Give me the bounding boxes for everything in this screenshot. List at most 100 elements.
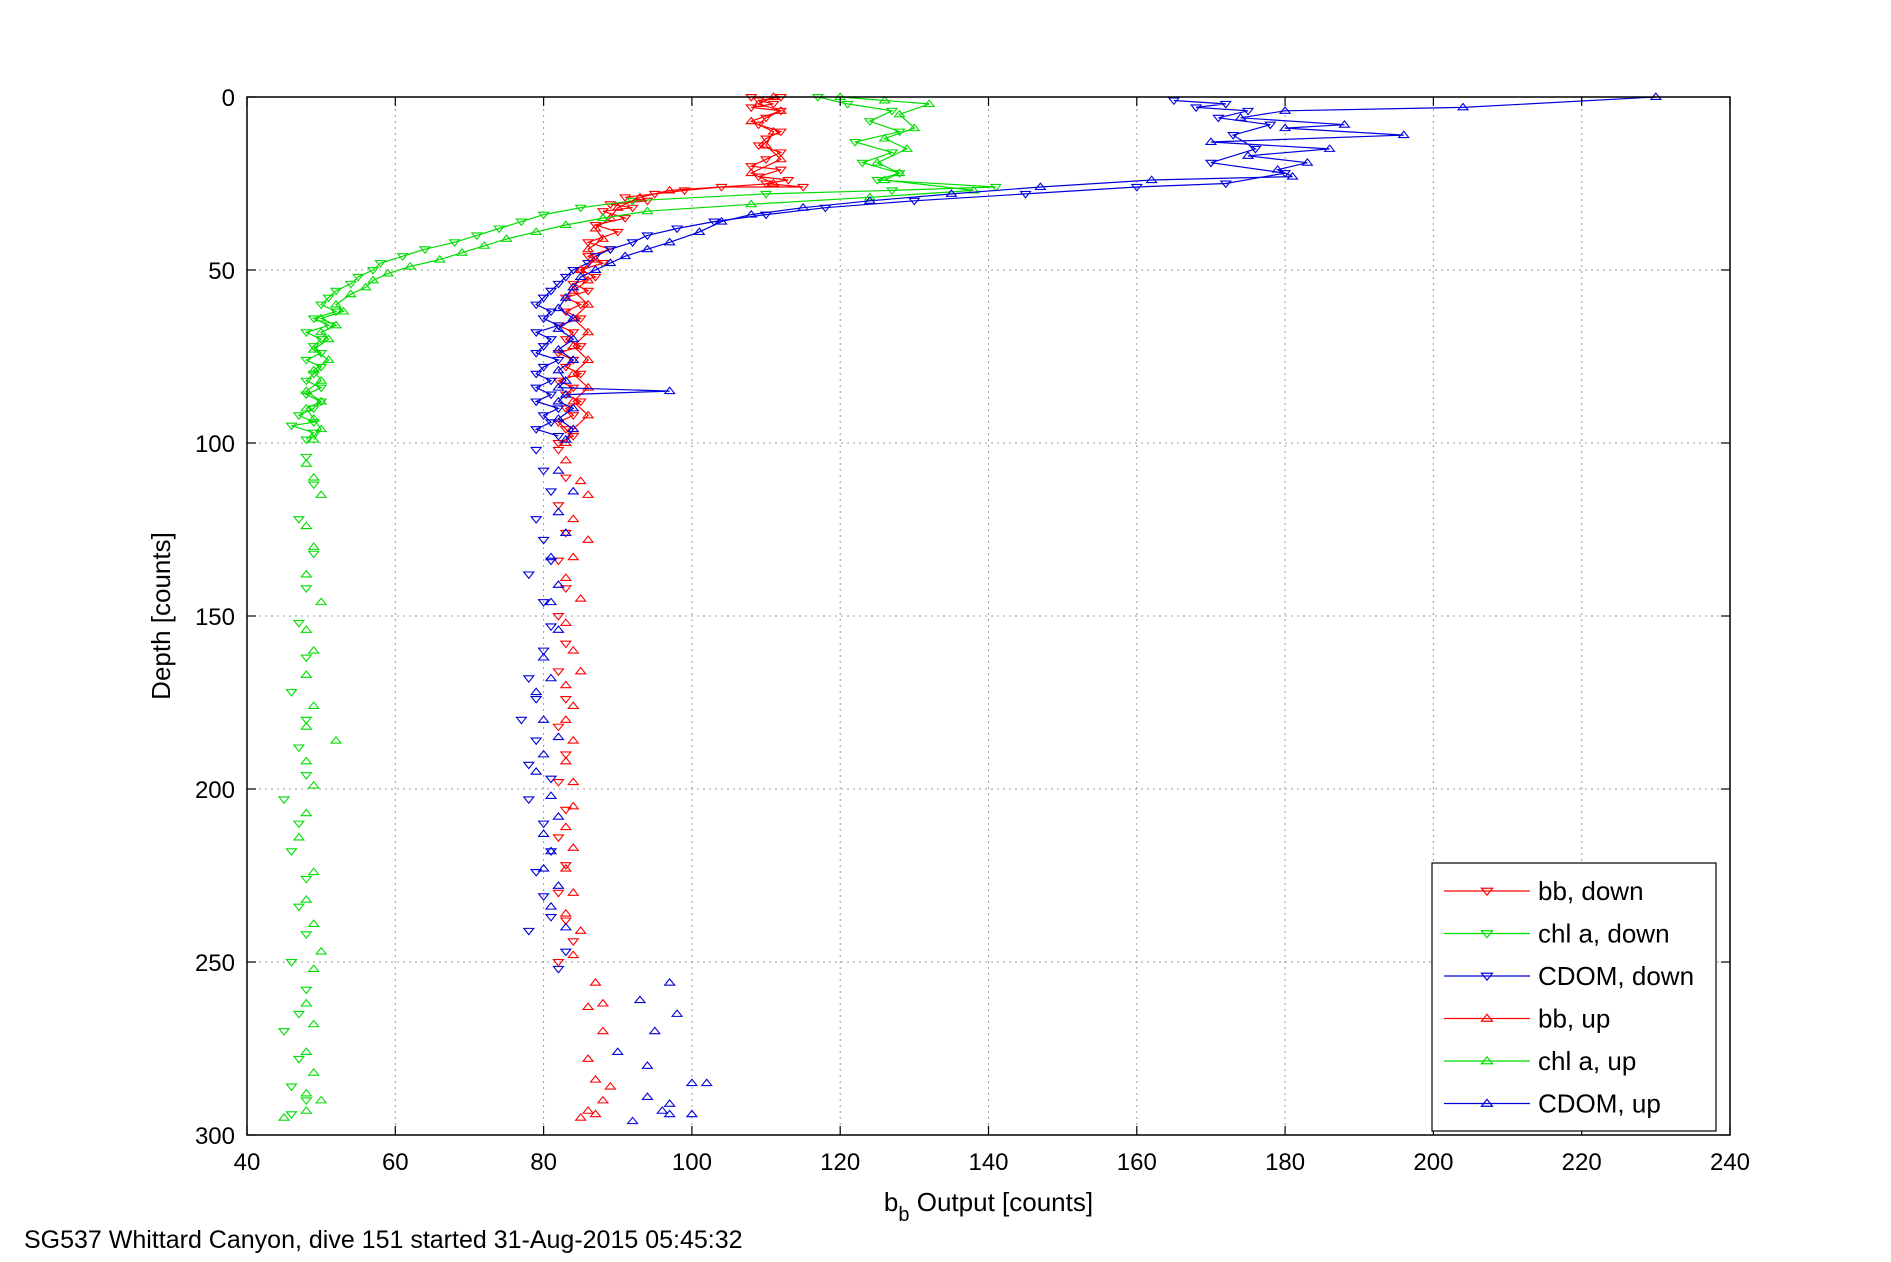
data-point (322, 355, 335, 363)
data-point (567, 282, 580, 291)
data-point (648, 1026, 661, 1035)
data-point (552, 344, 565, 353)
data-point (767, 126, 780, 135)
data-point (745, 209, 758, 218)
data-point (567, 369, 580, 377)
data-point (537, 652, 550, 661)
data-point (559, 863, 572, 872)
data-point (878, 175, 891, 184)
y-tick-label: 150 (195, 604, 235, 631)
data-point (522, 675, 535, 683)
series-cdom-down-deep- (515, 446, 572, 974)
data-point (300, 654, 313, 663)
data-point (552, 433, 565, 441)
data-point (522, 927, 535, 936)
data-point (559, 922, 572, 931)
legend-item: CDOM, up (1444, 1089, 1661, 1119)
data-point (544, 488, 558, 497)
data-point (559, 376, 572, 384)
data-point (745, 116, 758, 125)
legend-label: CDOM, down (1538, 961, 1694, 991)
data-point (552, 446, 565, 455)
data-point (596, 1095, 610, 1104)
data-point (745, 104, 758, 113)
data-point (307, 1068, 320, 1076)
data-point (292, 744, 306, 753)
data-point (537, 211, 550, 220)
data-point (552, 779, 565, 787)
data-point (500, 234, 513, 242)
data-point (693, 227, 706, 235)
x-tick-label: 40 (234, 1149, 261, 1176)
data-point (537, 315, 550, 324)
data-point (908, 123, 921, 132)
data-point (530, 329, 543, 337)
data-point (307, 919, 320, 927)
data-point (315, 384, 328, 393)
data-point (292, 516, 306, 524)
series-cdom-up (552, 92, 1662, 443)
data-point (530, 301, 543, 310)
data-point (374, 260, 387, 268)
data-point (552, 396, 565, 405)
data-point (567, 645, 580, 654)
data-point (908, 197, 921, 206)
data-point (329, 287, 343, 296)
data-point (315, 376, 328, 384)
data-point (670, 1009, 684, 1017)
data-point (300, 356, 313, 365)
data-point (752, 99, 765, 107)
data-point (619, 251, 632, 260)
data-point (663, 237, 676, 246)
data-point (796, 203, 810, 211)
data-point (552, 465, 565, 474)
data-point (552, 356, 565, 365)
data-point (552, 419, 565, 427)
data-point (530, 370, 543, 379)
data-point (900, 144, 914, 152)
data-point (300, 521, 313, 530)
data-point (1234, 113, 1247, 121)
data-point (1189, 104, 1203, 113)
data-point (300, 931, 313, 940)
data-point (581, 490, 595, 498)
data-point (641, 197, 654, 206)
data-point (559, 696, 572, 704)
data-point (559, 806, 572, 815)
data-point (300, 670, 313, 678)
data-point (277, 1028, 291, 1036)
series-chl-a-down-deep- (277, 453, 320, 1119)
data-point (300, 895, 313, 903)
data-point (544, 419, 558, 427)
data-point (574, 398, 587, 407)
x-tick-label: 60 (382, 1149, 409, 1176)
data-point (366, 275, 380, 284)
data-point (574, 266, 587, 275)
data-point (581, 410, 595, 419)
data-point (522, 796, 535, 805)
x-axis-label-main: b (884, 1187, 898, 1217)
data-point (307, 542, 320, 550)
data-point (1456, 102, 1470, 111)
data-point (307, 365, 320, 374)
data-point (292, 1010, 306, 1019)
data-point (285, 848, 298, 856)
data-point (478, 241, 491, 249)
data-point (670, 225, 684, 234)
data-point (552, 414, 565, 422)
data-point (552, 889, 565, 898)
data-point (715, 216, 728, 225)
data-point (567, 938, 580, 946)
data-point (1241, 151, 1255, 159)
data-point (307, 645, 320, 654)
data-point (300, 808, 313, 817)
legend-marker (1480, 930, 1494, 939)
data-point (522, 571, 535, 580)
data-point (559, 405, 572, 414)
data-point (285, 1083, 298, 1092)
legend-label: bb, down (1538, 876, 1644, 906)
data-point (300, 453, 313, 462)
data-point (300, 377, 313, 386)
data-point (1241, 107, 1255, 116)
